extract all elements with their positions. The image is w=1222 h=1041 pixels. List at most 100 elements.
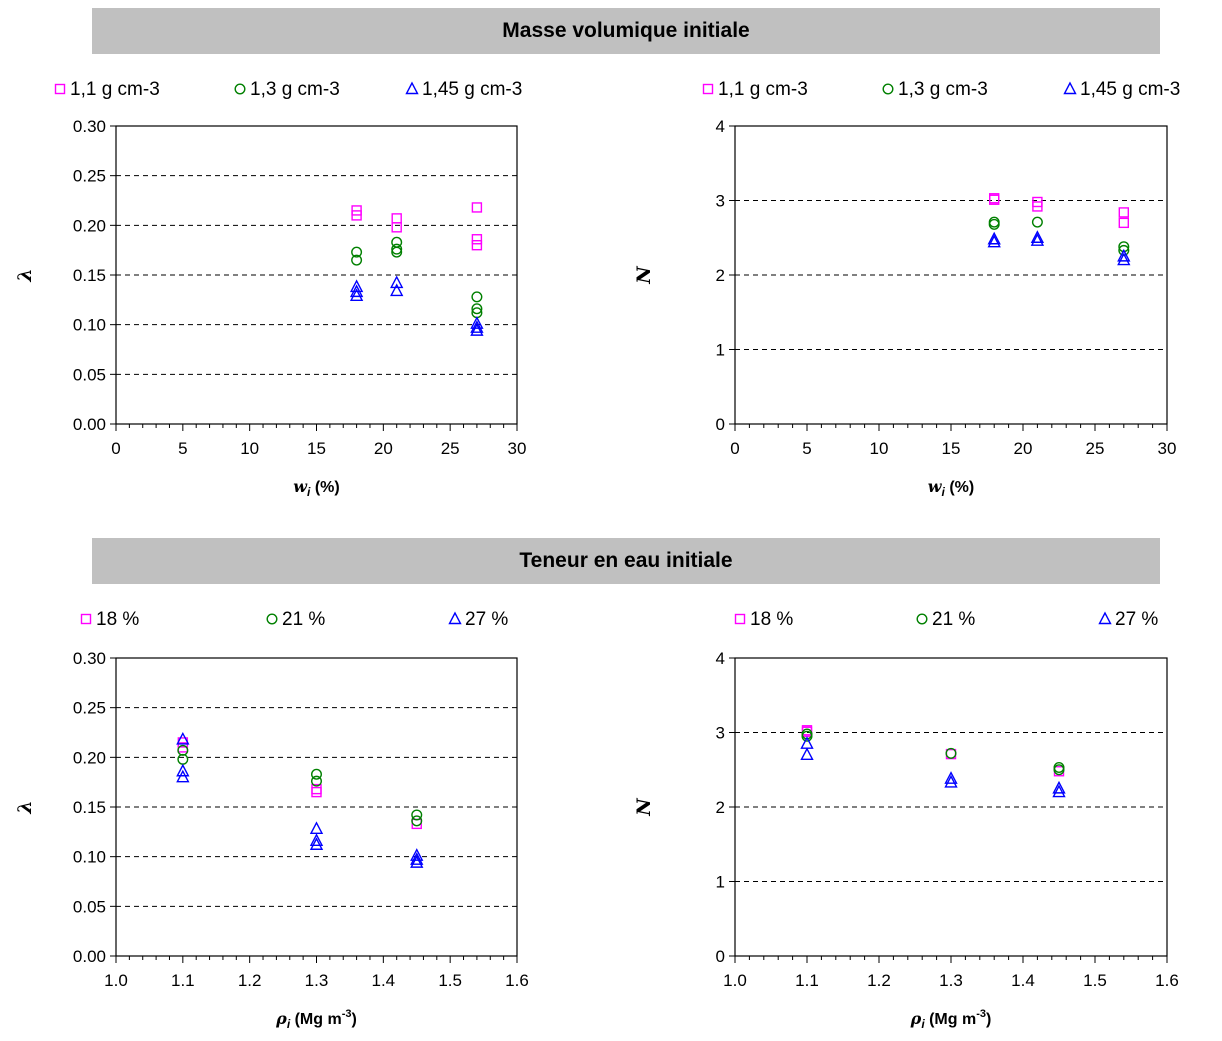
x-tick-label: 1.1	[795, 971, 819, 990]
x-tick-label: 10	[240, 439, 259, 458]
legend-label: 1,1 g cm-3	[70, 79, 160, 100]
data-point-triangle	[1052, 780, 1066, 794]
y-tick-label: 0.25	[73, 699, 106, 718]
data-point-triangle	[349, 288, 364, 302]
y-tick-label: 0.05	[73, 365, 106, 384]
data-point-triangle	[390, 275, 404, 289]
legend-label: 18 %	[96, 609, 139, 630]
x-tick-label: 0	[730, 439, 739, 458]
y-tick-label: 0.10	[73, 848, 106, 867]
x-tick-label: 15	[307, 439, 326, 458]
y-tick-label: 0.20	[73, 748, 106, 767]
data-point-circle	[411, 815, 423, 827]
x-tick-label: 1.6	[505, 971, 529, 990]
data-point-square	[471, 202, 483, 213]
data-point-triangle	[309, 821, 324, 835]
legend-label: 27 %	[1115, 609, 1158, 630]
data-point-triangle	[349, 279, 364, 293]
y-axis-label: λ	[14, 268, 36, 282]
chart-bottom-left: 0.00 0.05 0.10 0.15 0.20 0.25 0.30 1.0 1.1 1.2 1.3…	[14, 609, 529, 1031]
x-tick-label: 20	[374, 439, 393, 458]
data-point-triangle	[1052, 784, 1066, 798]
legend-label: 1,45 g cm-3	[1080, 79, 1180, 100]
x-tick-label: 25	[441, 439, 460, 458]
y-tick-label: 4	[716, 649, 725, 668]
data-point-circle	[311, 768, 323, 780]
y-tick-label: 0.00	[73, 415, 106, 434]
data-point-square	[471, 234, 483, 245]
data-point-square	[1032, 201, 1043, 212]
y-tick-label: 3	[716, 724, 725, 743]
data-point-circle	[471, 303, 483, 315]
data-point-triangle	[1117, 252, 1131, 266]
x-axis-label: ρi (Mg m-3)	[275, 1008, 357, 1031]
x-axis-label: wi (%)	[928, 477, 974, 499]
chart-top-left: 0.00 0.05 0.10 0.15 0.20 0.25 0.30 0 5 10 15 20 25 30…	[14, 79, 526, 499]
data-point-triangle	[349, 284, 364, 298]
data-point-triangle	[176, 731, 190, 745]
x-tick-label: 1.3	[939, 971, 963, 990]
y-tick-label: 0.30	[73, 649, 106, 668]
x-tick-label: 1.6	[1155, 971, 1179, 990]
data-point-square	[311, 786, 322, 798]
data-point-circle	[945, 747, 957, 759]
data-point-circle	[801, 730, 813, 742]
data-point-triangle	[944, 774, 958, 788]
plot-frame	[115, 657, 518, 957]
legend-label: 1,1 g cm-3	[718, 79, 808, 100]
y-tick-label: 0.30	[73, 117, 106, 136]
x-tick-label: 30	[508, 439, 527, 458]
x-tick-label: 15	[942, 439, 961, 458]
legend-marker-square	[702, 83, 714, 95]
y-tick-label: 3	[716, 192, 725, 211]
y-tick-label: 2	[716, 266, 725, 285]
x-tick-label: 20	[1014, 439, 1033, 458]
legend-marker-triangle	[1063, 81, 1077, 95]
data-point-circle	[351, 246, 363, 258]
legend-label: 1,3 g cm-3	[898, 79, 988, 100]
data-point-triangle	[176, 763, 190, 777]
legend-marker-square	[734, 613, 746, 625]
x-tick-label: 1.4	[372, 971, 396, 990]
legend-marker-circle	[916, 613, 928, 625]
legend-label: 27 %	[465, 609, 508, 630]
legend-marker-triangle	[448, 611, 462, 625]
legend-label: 21 %	[932, 609, 975, 630]
data-point-square	[989, 194, 1000, 205]
data-point-circle	[391, 246, 403, 258]
section-title-bottom: Teneur en eau initiale	[92, 538, 1160, 584]
x-tick-label: 1.4	[1011, 971, 1035, 990]
data-point-circle	[1053, 764, 1065, 776]
data-point-triangle	[987, 231, 1001, 245]
data-point-triangle	[309, 837, 324, 850]
x-tick-label: 1.0	[723, 971, 747, 990]
x-tick-label: 1.5	[1083, 971, 1107, 990]
y-tick-label: 0.25	[73, 167, 106, 186]
data-point-triangle	[410, 848, 424, 861]
y-tick-label: 0.05	[73, 897, 106, 916]
data-point-circle	[351, 254, 363, 266]
section-title-top: Masse volumique initiale	[92, 8, 1160, 54]
legend-marker-square	[80, 613, 92, 625]
y-tick-label: 0	[716, 415, 725, 434]
y-axis-label: λ	[14, 800, 36, 814]
data-point-triangle	[800, 747, 814, 761]
legend-label: 18 %	[750, 609, 793, 630]
data-point-square	[351, 210, 362, 221]
data-point-triangle	[987, 234, 1001, 248]
data-point-triangle	[410, 852, 424, 865]
y-tick-label: 0.20	[73, 216, 106, 235]
legend-marker-triangle	[1098, 611, 1112, 625]
data-point-circle	[471, 291, 483, 303]
y-tick-label: 4	[716, 117, 725, 136]
x-tick-label: 30	[1158, 439, 1177, 458]
legend-marker-circle	[266, 613, 278, 625]
legend-marker-square	[54, 83, 66, 95]
data-point-circle	[1053, 762, 1065, 774]
chart-top-right: 0 1 2 3 4 0 5 10 15 20 25 30 1,1 g cm-3 1,3 g cm-3 1,4…	[633, 79, 1180, 499]
data-point-circle	[391, 243, 403, 255]
data-point-square	[1118, 207, 1130, 218]
x-tick-label: 1.2	[238, 971, 262, 990]
x-axis-label: wi (%)	[293, 477, 339, 499]
